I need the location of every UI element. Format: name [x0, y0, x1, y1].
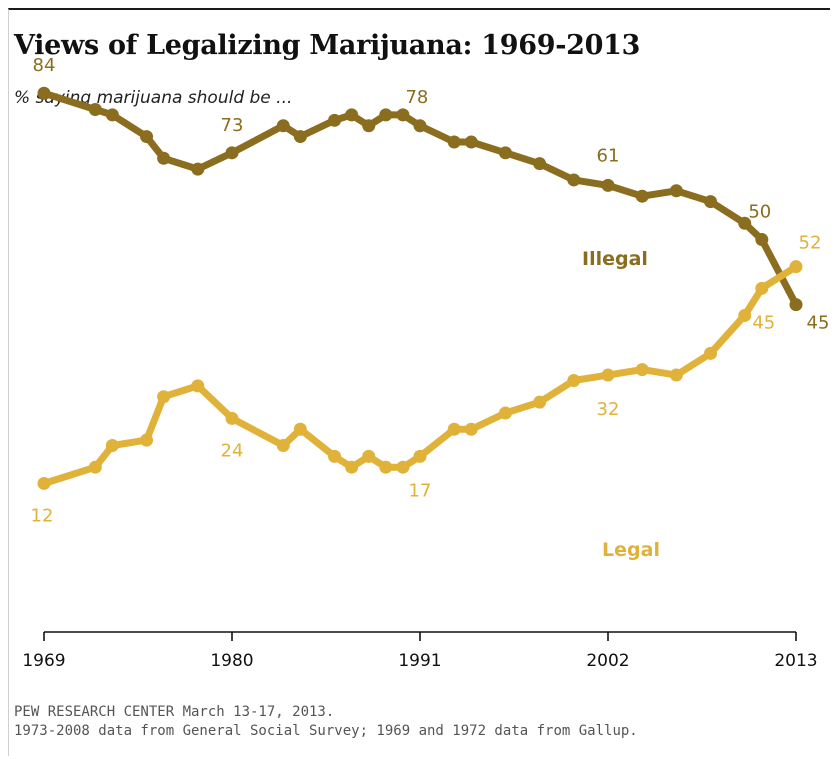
illegal-series-label: Illegal — [582, 248, 648, 270]
x-tick-label: 1991 — [398, 651, 441, 671]
illegal-data-label: 78 — [405, 87, 428, 108]
source-note: PEW RESEARCH CENTER March 13-17, 2013. 1… — [14, 703, 638, 741]
illegal-data-point — [567, 173, 581, 187]
legal-data-point — [669, 368, 683, 382]
illegal-data-point — [498, 146, 512, 160]
illegal-data-point — [191, 162, 205, 176]
source-line-1: PEW RESEARCH CENTER March 13-17, 2013. — [14, 704, 335, 720]
illegal-data-point — [225, 146, 239, 160]
legal-data-point — [738, 308, 752, 322]
legal-data-point — [88, 460, 102, 474]
illegal-data-point — [738, 216, 752, 230]
line-chart: 1969 1980 1991 2002 2013 84 73 78 61 50 45 Illegal 1… — [22, 55, 830, 671]
illegal-data-point — [379, 108, 393, 122]
illegal-data-point — [140, 130, 154, 144]
legal-data-label: 52 — [799, 233, 822, 254]
legal-data-label: 32 — [597, 399, 620, 420]
illegal-data-point — [37, 86, 51, 100]
illegal-data-point — [276, 119, 290, 133]
legal-data-point — [413, 449, 427, 463]
legal-data-point — [755, 281, 769, 295]
legal-data-point — [498, 406, 512, 420]
illegal-data-point — [669, 184, 683, 198]
legal-series-label: Legal — [602, 539, 660, 561]
illegal-data-point — [88, 102, 102, 116]
chart-title: Views of Legalizing Marijuana: 1969-2013 — [14, 30, 641, 61]
illegal-data-point — [789, 298, 803, 312]
illegal-data-label: 45 — [807, 313, 830, 334]
legal-data-point — [157, 390, 171, 404]
legal-data-point — [601, 368, 615, 382]
legal-data-point — [362, 449, 376, 463]
legal-data-point — [447, 422, 461, 436]
legal-data-point — [276, 439, 290, 453]
illegal-data-point — [447, 135, 461, 149]
illegal-data-point — [704, 195, 718, 209]
illegal-data-point — [755, 233, 769, 247]
legal-data-point — [464, 422, 478, 436]
legal-data-point — [396, 460, 410, 474]
legal-data-point — [789, 260, 803, 274]
source-line-2: 1973-2008 data from General Social Surve… — [14, 723, 638, 739]
legal-data-point — [567, 373, 581, 387]
illegal-data-point — [396, 108, 410, 122]
legal-data-label: 12 — [31, 505, 54, 526]
illegal-data-point — [345, 108, 359, 122]
illegal-data-label: 61 — [597, 145, 620, 166]
illegal-data-label: 50 — [748, 202, 771, 223]
illegal-data-label: 73 — [221, 115, 244, 136]
illegal-data-point — [635, 189, 649, 203]
legal-data-label: 45 — [752, 312, 775, 333]
legal-data-label: 17 — [409, 480, 432, 501]
illegal-data-point — [293, 130, 307, 144]
illegal-data-point — [601, 178, 615, 192]
legal-data-point — [345, 460, 359, 474]
x-tick-label: 2002 — [586, 651, 629, 671]
legal-data-point — [293, 422, 307, 436]
illegal-data-label: 84 — [33, 55, 56, 76]
illegal-data-point — [328, 113, 342, 127]
illegal-data-point — [413, 119, 427, 133]
x-tick-label: 1969 — [22, 651, 65, 671]
illegal-data-point — [464, 135, 478, 149]
x-tick-label: 1980 — [210, 651, 253, 671]
legal-data-point — [635, 363, 649, 377]
illegal-data-point — [157, 151, 171, 165]
illegal-data-point — [362, 119, 376, 133]
legal-data-point — [105, 439, 119, 453]
legal-data-label: 24 — [221, 440, 244, 461]
chart-frame — [8, 8, 830, 756]
legal-data-point — [225, 411, 239, 425]
x-tick-label: 2013 — [774, 651, 817, 671]
illegal-data-point — [105, 108, 119, 122]
legal-data-point — [533, 395, 547, 409]
legal-data-point — [37, 476, 51, 490]
legal-data-point — [191, 379, 205, 393]
illegal-data-point — [533, 157, 547, 171]
legal-data-point — [140, 433, 154, 447]
legal-data-point — [704, 346, 718, 360]
legal-data-point — [328, 449, 342, 463]
legal-data-point — [379, 460, 393, 474]
